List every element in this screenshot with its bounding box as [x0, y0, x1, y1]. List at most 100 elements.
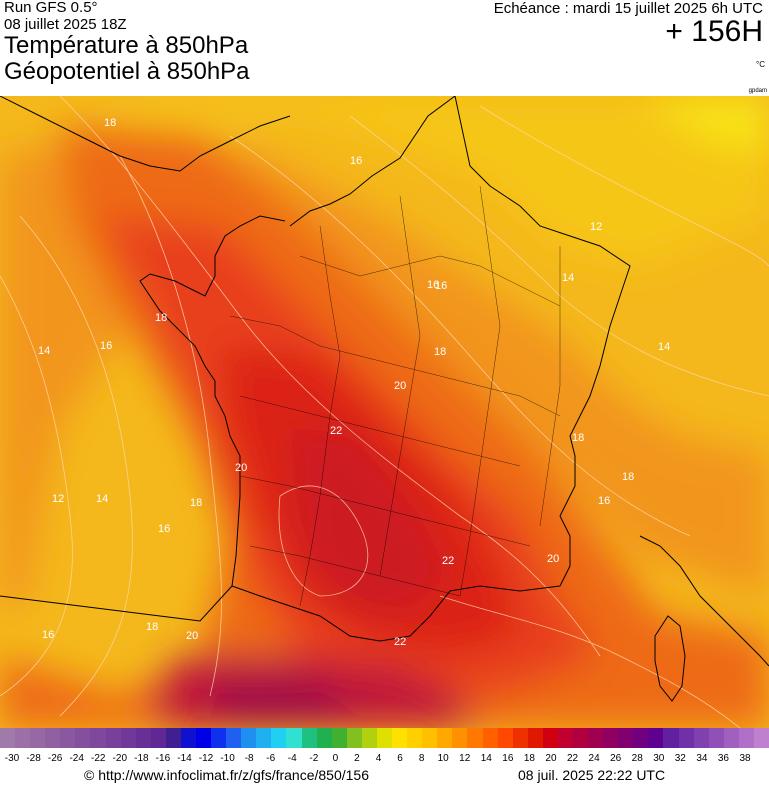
header-right: Echéance : mardi 15 juillet 2025 6h UTC …	[494, 0, 763, 47]
scale-swatch	[60, 728, 76, 748]
scale-label: -6	[266, 753, 276, 764]
scale-label: 38	[739, 753, 751, 764]
scale-label: 14	[480, 753, 492, 764]
color-scale-labels: -30 -28 -26 -24 -22 -20 -18 -16 -14 -12 -10 -8 -6 -4-…	[0, 753, 769, 767]
scale-label: 24	[588, 753, 600, 764]
contour-label: 20	[394, 380, 406, 392]
scale-label: 0	[332, 753, 339, 764]
scale-swatch	[316, 728, 332, 748]
scale-label: 18	[523, 753, 535, 764]
header-left: Run GFS 0.5° 08 juillet 2025 18Z Tempéra…	[4, 0, 250, 85]
scale-swatch	[633, 728, 649, 748]
scale-swatch	[467, 728, 483, 748]
echeance-label: Echéance : mardi 15 juillet 2025 6h UTC	[493, 0, 763, 17]
contour-label: 22	[330, 425, 342, 437]
scale-label: 22	[566, 753, 579, 764]
scale-label: 36	[717, 753, 729, 764]
forecast-hours: + 156H	[665, 15, 763, 48]
contour-label: 22	[442, 555, 454, 567]
source-credit: © http://www.infoclimat.fr/z/gfs/france/…	[84, 767, 369, 783]
scale-swatch	[150, 728, 166, 748]
contour-label: 16	[158, 523, 170, 535]
contour-lines	[0, 96, 769, 728]
region-borders	[229, 185, 561, 607]
contour-label: 18	[104, 117, 116, 129]
scale-swatch	[120, 728, 136, 748]
contour-label: 22	[394, 636, 406, 648]
contour-label: 12	[590, 221, 602, 233]
country-borders	[0, 96, 769, 702]
scale-swatch	[452, 728, 468, 748]
scale-label: 16	[502, 753, 514, 764]
scale-swatch	[512, 728, 528, 748]
scale-swatch	[196, 728, 212, 748]
scale-swatch	[361, 728, 377, 748]
contour-labels: 18 16 14 12 16 18 20 22 20 18 16 14 16 14 12 14 18 20 16 18…	[38, 117, 670, 648]
contour-label: 12	[52, 493, 64, 505]
scale-swatch	[572, 728, 589, 748]
scale-swatch	[603, 728, 619, 748]
scale-swatch	[301, 728, 317, 748]
scale-label: -30	[4, 753, 20, 764]
contour-label: 14	[562, 272, 574, 284]
scale-swatch	[738, 728, 754, 748]
temperature-field	[0, 96, 769, 728]
scale-swatch	[437, 728, 453, 748]
title-temperature: Température à 850hPa	[4, 32, 249, 59]
scale-label: 12	[459, 753, 471, 764]
scale-swatch	[75, 728, 91, 748]
scale-label: 8	[418, 753, 425, 764]
scale-label: -4	[287, 753, 297, 764]
color-scale	[0, 728, 769, 748]
scale-swatch	[286, 728, 302, 748]
scale-swatch	[678, 728, 694, 748]
scale-label: 4	[375, 753, 382, 764]
contour-label: 18	[572, 432, 584, 444]
scale-swatch	[105, 728, 121, 748]
scale-swatch	[331, 728, 347, 748]
scale-swatch	[588, 728, 604, 748]
scale-label: -14	[177, 753, 192, 764]
contour-label: 16	[427, 279, 439, 291]
scale-swatch	[241, 728, 257, 748]
scale-swatch	[346, 728, 362, 748]
contour-label: 16	[100, 340, 112, 352]
contour-label: 16	[598, 495, 610, 507]
contour-label: 16	[42, 629, 54, 641]
scale-swatch	[557, 728, 573, 748]
scale-label: 26	[610, 753, 622, 764]
contour-label: 16	[435, 280, 447, 292]
contour-label: 18	[434, 346, 446, 358]
scale-swatch	[165, 728, 181, 748]
contour-label: 14	[96, 493, 108, 505]
scale-swatch	[663, 728, 679, 748]
scale-swatch	[135, 728, 151, 748]
contour-label: 20	[186, 630, 198, 642]
run-label: Run GFS 0.5°	[4, 0, 98, 16]
scale-swatch	[542, 728, 558, 748]
contour-label: 20	[547, 553, 559, 565]
scale-swatch	[693, 728, 709, 748]
scale-label: -8	[244, 753, 254, 764]
scale-label: 10	[437, 753, 449, 764]
scale-swatch	[0, 728, 16, 748]
scale-swatch	[753, 728, 769, 748]
scale-swatch	[180, 728, 197, 748]
scale-swatch	[648, 728, 664, 748]
contour-label: 18	[190, 497, 202, 509]
contour-label: 16	[350, 155, 362, 167]
scale-label: -10	[220, 753, 235, 764]
scale-label: 34	[696, 753, 708, 764]
scale-label: -24	[69, 753, 84, 764]
generated-timestamp: 08 juil. 2025 22:22 UTC	[518, 767, 666, 783]
scale-label: 28	[631, 753, 643, 764]
scale-swatch	[90, 728, 106, 748]
scale-label: 32	[674, 753, 686, 764]
scale-label: -22	[91, 753, 106, 764]
scale-swatch	[482, 728, 498, 748]
scale-label: -2	[309, 753, 319, 764]
scale-label: -28	[26, 753, 41, 764]
run-date: 08 juillet 2025 18Z	[4, 16, 127, 33]
scale-label: -12	[198, 753, 214, 764]
contour-label: 18	[622, 471, 634, 483]
